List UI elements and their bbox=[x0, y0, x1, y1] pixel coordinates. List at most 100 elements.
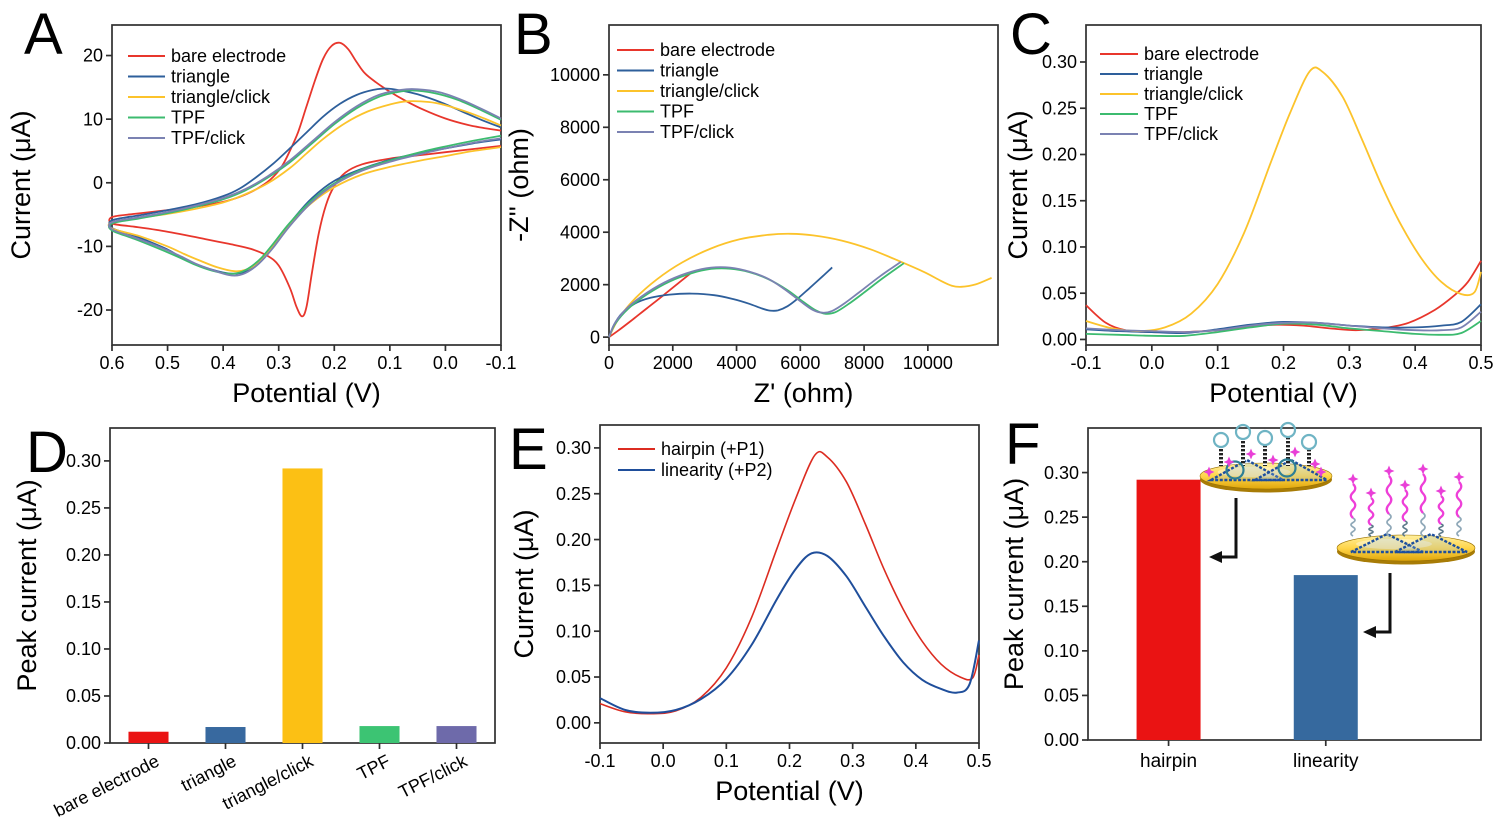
y-axis-title: Current (μA) bbox=[1003, 110, 1033, 259]
y-tick-label: 0.05 bbox=[66, 686, 101, 706]
y-tick-label: 6000 bbox=[560, 170, 600, 190]
series-triangle-click bbox=[1085, 66, 1482, 333]
category-label-linearity: linearity bbox=[1293, 751, 1359, 772]
legend-label-tpf-click: TPF/click bbox=[660, 122, 735, 142]
legend-label-triangle-click: triangle/click bbox=[660, 81, 760, 101]
hairpin-loop-icon bbox=[1279, 421, 1297, 439]
x-tick-label: 0.6 bbox=[99, 353, 124, 373]
category-label-bare-electrode: bare electrode bbox=[51, 751, 163, 820]
linear-strand-upper bbox=[1437, 495, 1445, 525]
bar-linearity bbox=[1293, 575, 1358, 740]
y-tick-label: 0.30 bbox=[1042, 52, 1077, 72]
x-tick-label: 0.1 bbox=[1205, 353, 1230, 373]
methylene-blue-star-icon bbox=[1309, 458, 1321, 470]
linear-strand-lower bbox=[1386, 513, 1392, 537]
methylene-blue-star-icon bbox=[1365, 487, 1377, 499]
y-tick-label: 0.25 bbox=[556, 484, 591, 504]
legend-label-triangle: triangle bbox=[660, 61, 719, 81]
x-tick-label: 0.3 bbox=[1337, 353, 1362, 373]
y-tick-label: 0.15 bbox=[66, 592, 101, 612]
methylene-blue-star-icon bbox=[1245, 448, 1257, 460]
panel-letter-c: C bbox=[1010, 2, 1052, 67]
y-tick-label: 0.00 bbox=[1044, 730, 1079, 750]
y-tick-label: -10 bbox=[77, 237, 103, 257]
linear-strand-lower bbox=[1420, 512, 1426, 537]
cv-voltammogram-chart: -20 -10 0 10 20 Current (μA) 0.6 0.5 0.4 0.3 0.2 0.… bbox=[6, 24, 517, 408]
y-tick-label: 0.10 bbox=[1044, 641, 1079, 661]
x-tick-label: 8000 bbox=[844, 353, 884, 373]
series-triangle bbox=[608, 266, 833, 338]
panel-letter-d: D bbox=[26, 420, 68, 485]
linear-strand-upper bbox=[1349, 483, 1357, 519]
hairpin-loop-icon bbox=[1212, 431, 1230, 449]
y-tick-label: 0.00 bbox=[1042, 330, 1077, 350]
legend-label-linearity-p2: linearity (+P2) bbox=[661, 460, 773, 480]
x-tick-label: 0.5 bbox=[1468, 353, 1493, 373]
dna-triangle-icon bbox=[1394, 532, 1468, 554]
legend-label-tpf: TPF bbox=[660, 102, 694, 122]
dpv-comparison-chart: 0.00 0.05 0.10 0.15 0.20 0.25 0.30 Current (μA)… bbox=[509, 424, 992, 806]
y-tick-label: 0.00 bbox=[66, 733, 101, 753]
x-tick-label: -0.1 bbox=[1070, 353, 1101, 373]
methylene-blue-star-icon bbox=[1453, 471, 1465, 483]
panel-e: E 0.00 0.05 0.10 0.15 0.20 0.25 0.30 Current (μ… bbox=[501, 410, 1002, 820]
methylene-blue-star-icon bbox=[1399, 479, 1411, 491]
x-tick-label: 2000 bbox=[653, 353, 693, 373]
y-tick-label: 20 bbox=[83, 46, 103, 66]
y-tick-label: 0.05 bbox=[556, 667, 591, 687]
category-label-hairpin: hairpin bbox=[1140, 751, 1197, 772]
y-tick-label: 10 bbox=[83, 109, 103, 129]
y-tick-label: 0.20 bbox=[1044, 552, 1079, 572]
y-tick-label: 0.25 bbox=[66, 498, 101, 518]
linear-strand-lower bbox=[1350, 517, 1356, 537]
y-tick-label: 4000 bbox=[560, 222, 600, 242]
dpv-chart: 0.00 0.05 0.10 0.15 0.20 0.25 0.30 Current (μA)… bbox=[1003, 24, 1494, 408]
bar-hairpin bbox=[1136, 479, 1201, 740]
hairpin-loop-icon bbox=[1300, 433, 1318, 451]
y-tick-label: 0.20 bbox=[66, 545, 101, 565]
legend-label-tpf-click: TPF/click bbox=[1144, 124, 1219, 144]
series-bare-electrode bbox=[108, 41, 502, 318]
y-tick-label: 0.10 bbox=[66, 639, 101, 659]
x-axis-title: Potential (V) bbox=[1209, 378, 1358, 408]
x-tick-label: 0.1 bbox=[714, 751, 739, 771]
plot-frame bbox=[111, 24, 502, 346]
panel-a: A -20 -10 0 10 20 Current (μA) 0.6 0.5 0.4 0.3 0.2… bbox=[0, 0, 517, 410]
category-label-tpf: TPF bbox=[354, 751, 393, 784]
y-axis-title: -Z'' (ohm) bbox=[504, 128, 534, 242]
series-tpf-click bbox=[1085, 310, 1482, 334]
series-triangle bbox=[1085, 303, 1482, 334]
legend-label-tpf-click: TPF/click bbox=[171, 128, 246, 148]
y-tick-label: 0.15 bbox=[1042, 191, 1077, 211]
y-tick-label: 0.10 bbox=[1042, 237, 1077, 257]
bar-triangle bbox=[205, 727, 246, 743]
methylene-blue-star-icon bbox=[1267, 454, 1279, 466]
y-tick-label: 8000 bbox=[560, 117, 600, 137]
legend-label-tpf: TPF bbox=[1144, 104, 1178, 124]
y-tick-label: 10000 bbox=[550, 65, 600, 85]
plot-frame bbox=[1087, 427, 1482, 741]
x-tick-label: -0.1 bbox=[485, 353, 516, 373]
bar-bare-electrode bbox=[128, 731, 169, 743]
x-tick-label: 0 bbox=[604, 353, 614, 373]
panel-letter-a: A bbox=[24, 2, 63, 67]
panel-letter-f: F bbox=[1005, 412, 1041, 477]
plot-frame bbox=[599, 424, 980, 744]
callout-arrow-hairpin bbox=[1220, 498, 1238, 559]
y-tick-label: 0.25 bbox=[1042, 98, 1077, 118]
y-tick-label: 0.30 bbox=[66, 451, 101, 471]
legend-label-triangle: triangle bbox=[1144, 64, 1203, 84]
y-tick-label: -20 bbox=[77, 300, 103, 320]
x-tick-label: 4000 bbox=[717, 353, 757, 373]
x-tick-label: 0.3 bbox=[840, 751, 865, 771]
x-tick-label: 0.0 bbox=[651, 751, 676, 771]
legend-label-triangle-click: triangle/click bbox=[171, 87, 271, 107]
x-axis-title: Potential (V) bbox=[232, 378, 381, 408]
panel-d: D 0.00 0.05 0.10 0.15 0.20 0.25 0.30 Peak curre… bbox=[0, 410, 501, 820]
legend-label-hairpin-p1: hairpin (+P1) bbox=[661, 439, 765, 459]
methylene-blue-star-icon bbox=[1315, 466, 1327, 478]
y-axis-title: Current (μA) bbox=[6, 110, 36, 259]
panel-b: B 0 2000 4000 6000 8000 10000 -Z'' (ohm) 0 2000 4… bbox=[501, 0, 1002, 410]
linearity-modified-electrode-illustration bbox=[1336, 463, 1476, 565]
y-tick-label: 0.30 bbox=[556, 438, 591, 458]
